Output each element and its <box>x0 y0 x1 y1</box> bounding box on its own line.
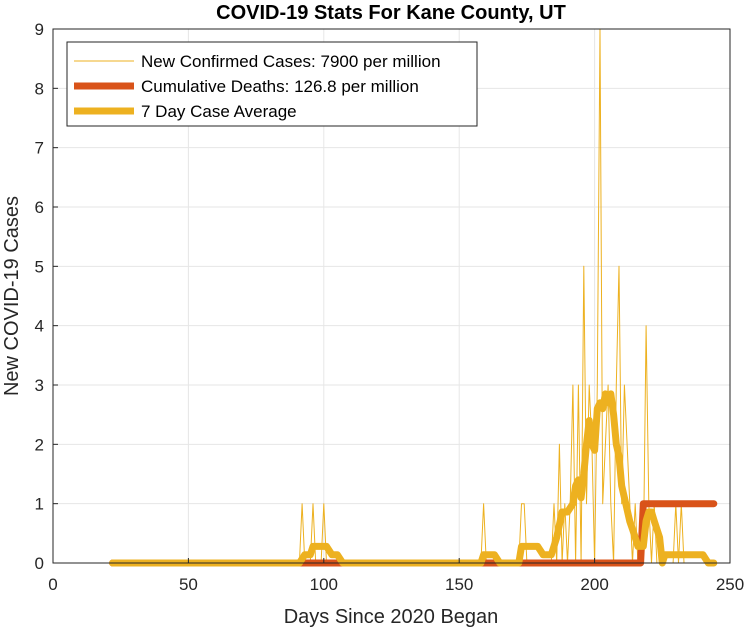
plot-area-border <box>52 28 731 564</box>
y-tick-label: 8 <box>35 79 44 98</box>
x-tick-label: 50 <box>179 575 198 594</box>
x-tick-label: 250 <box>716 575 744 594</box>
legend-label-deaths: Cumulative Deaths: 126.8 per million <box>141 77 419 96</box>
y-tick-label: 1 <box>35 495 44 514</box>
chart-title: COVID-19 Stats For Kane County, UT <box>216 2 566 24</box>
legend-label-average: 7 Day Case Average <box>141 102 297 121</box>
x-tick-label: 200 <box>580 575 608 594</box>
legend-label-new-cases: New Confirmed Cases: 7900 per million <box>141 52 441 71</box>
x-axis-title: Days Since 2020 Began <box>284 606 499 628</box>
y-tick-label: 7 <box>35 139 44 158</box>
y-axis-title: New COVID-19 Cases <box>1 196 23 396</box>
y-tick-label: 2 <box>35 435 44 454</box>
y-tick-label: 3 <box>35 376 44 395</box>
x-tick-label: 100 <box>310 575 338 594</box>
x-tick-label: 150 <box>445 575 473 594</box>
seven-day-average-line <box>109 390 718 567</box>
legend: New Confirmed Cases: 7900 per million Cu… <box>66 41 478 127</box>
ticks: 0 50 100 150 200 250 0 1 2 3 4 5 6 7 8 9 <box>35 20 745 594</box>
y-tick-label: 5 <box>35 257 44 276</box>
y-tick-label: 9 <box>35 20 44 39</box>
y-tick-label: 6 <box>35 198 44 217</box>
x-tick-label: 0 <box>48 575 57 594</box>
y-tick-label: 4 <box>35 317 44 336</box>
legend-box <box>66 41 478 127</box>
y-tick-label: 0 <box>35 554 44 573</box>
